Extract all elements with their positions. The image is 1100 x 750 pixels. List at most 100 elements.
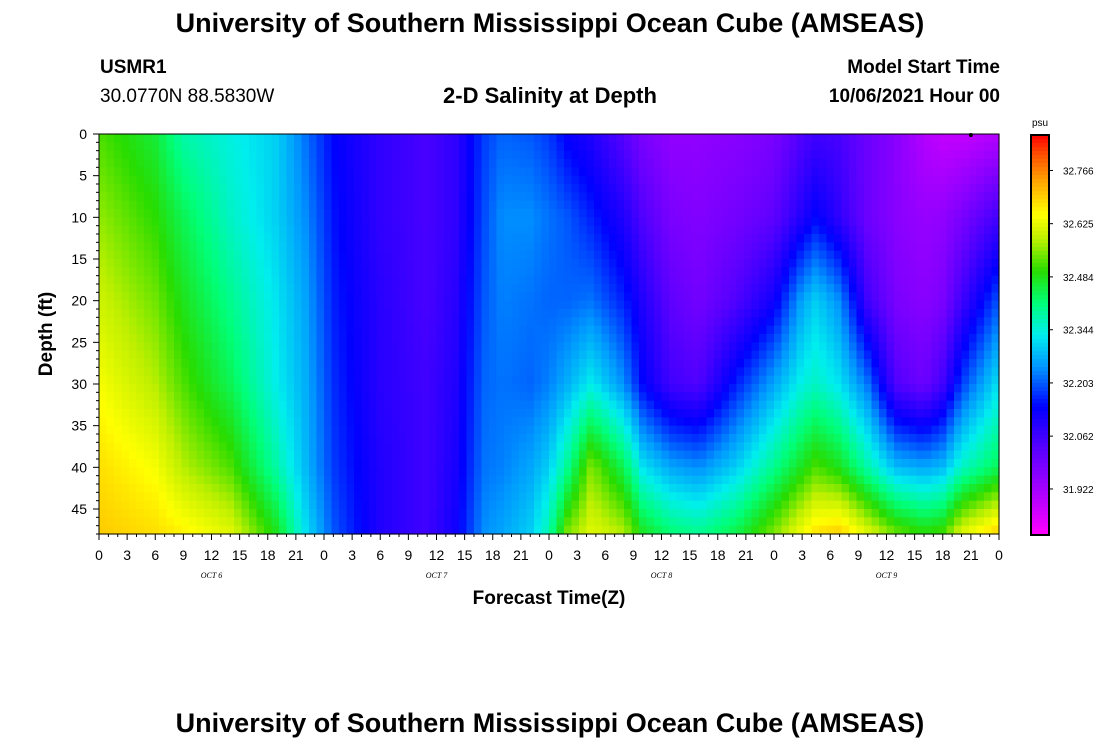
heatmap-cell — [181, 209, 190, 218]
heatmap-cell — [616, 209, 625, 218]
heatmap-cell — [391, 434, 400, 443]
heatmap-cell — [256, 175, 265, 185]
heatmap-cell — [99, 275, 108, 285]
heatmap-cell — [436, 300, 445, 310]
heatmap-cell — [429, 325, 438, 335]
heatmap-cell — [564, 350, 573, 360]
heatmap-cell — [361, 492, 370, 502]
heatmap-cell — [834, 450, 843, 460]
heatmap-cell — [601, 442, 610, 452]
heatmap-cell — [436, 492, 445, 502]
heatmap-cell — [541, 309, 550, 318]
heatmap-cell — [211, 325, 220, 335]
heatmap-cell — [369, 484, 378, 493]
heatmap-cell — [436, 200, 445, 210]
heatmap-cell — [489, 267, 498, 277]
heatmap-cell — [759, 400, 768, 410]
salinity-chart: 0 3 6 9 12 15 18 21 0 3 6 9 12 15 18 21 0 3 6 9 12 15 18 21 0 3 6 9… — [36, 118, 1094, 609]
heatmap-cell — [264, 242, 273, 252]
heatmap-cell — [834, 267, 843, 277]
heatmap-cell — [864, 184, 873, 193]
heatmap-cell — [504, 134, 513, 143]
heatmap-cell — [361, 275, 370, 285]
heatmap-cell — [699, 492, 708, 502]
heatmap-cell — [234, 392, 243, 402]
heatmap-cell — [564, 167, 573, 177]
heatmap-cell — [639, 375, 648, 385]
heatmap-cell — [631, 167, 640, 177]
heatmap-cell — [661, 292, 670, 302]
heatmap-cell — [159, 475, 168, 485]
heatmap-cell — [699, 442, 708, 452]
heatmap-cell — [586, 234, 595, 243]
heatmap-cell — [616, 267, 625, 277]
heatmap-cell — [159, 525, 168, 535]
heatmap-cell — [759, 492, 768, 502]
heatmap-cell — [459, 284, 468, 293]
heatmap-cell — [129, 375, 138, 385]
heatmap-cell — [871, 425, 880, 435]
heatmap-cell — [849, 317, 858, 327]
heatmap-cell — [324, 375, 333, 385]
heatmap-cell — [121, 342, 130, 352]
heatmap-cell — [736, 484, 745, 493]
heatmap-cell — [594, 209, 603, 218]
heatmap-cell — [219, 384, 228, 393]
heatmap-cell — [744, 400, 753, 410]
heatmap-cell — [466, 150, 475, 160]
heatmap-cell — [106, 484, 115, 493]
heatmap-cell — [129, 392, 138, 402]
heatmap-cell — [646, 525, 655, 535]
heatmap-cell — [226, 525, 235, 535]
heatmap-cell — [271, 200, 280, 210]
heatmap-cell — [286, 309, 295, 318]
heatmap-cell — [714, 167, 723, 177]
heatmap-cell — [684, 409, 693, 418]
heatmap-cell — [174, 275, 183, 285]
heatmap-cell — [759, 167, 768, 177]
heatmap-cell — [864, 442, 873, 452]
heatmap-cell — [489, 300, 498, 310]
heatmap-cell — [136, 175, 145, 185]
heatmap-cell — [256, 200, 265, 210]
heatmap-cell — [226, 242, 235, 252]
heatmap-cell — [841, 192, 850, 202]
heatmap-cell — [819, 359, 828, 368]
heatmap-cell — [856, 184, 865, 193]
heatmap-cell — [594, 500, 603, 510]
heatmap-cell — [676, 417, 685, 427]
heatmap-cell — [796, 450, 805, 460]
heatmap-cell — [436, 367, 445, 377]
heatmap-cell — [151, 142, 160, 152]
heatmap-cell — [166, 400, 175, 410]
heatmap-cell — [219, 425, 228, 435]
heatmap-cell — [226, 500, 235, 510]
heatmap-cell — [399, 150, 408, 160]
heatmap-cell — [826, 475, 835, 485]
heatmap-cell — [384, 384, 393, 393]
heatmap-cell — [271, 509, 280, 518]
heatmap-cell — [489, 134, 498, 143]
heatmap-cell — [331, 492, 340, 502]
heatmap-cell — [466, 517, 475, 527]
heatmap-cell — [286, 292, 295, 302]
heatmap-cell — [526, 359, 535, 368]
heatmap-cell — [121, 367, 130, 377]
heatmap-cell — [609, 525, 618, 535]
heatmap-cell — [609, 467, 618, 477]
heatmap-cell — [279, 134, 288, 143]
heatmap-cell — [384, 459, 393, 468]
heatmap-cell — [549, 509, 558, 518]
heatmap-cell — [669, 450, 678, 460]
heatmap-cell — [676, 475, 685, 485]
heatmap-cell — [234, 484, 243, 493]
heatmap-cell — [684, 309, 693, 318]
heatmap-cell — [556, 417, 565, 427]
heatmap-cell — [294, 359, 303, 368]
heatmap-cell — [346, 234, 355, 243]
heatmap-cell — [106, 417, 115, 427]
heatmap-cell — [249, 234, 258, 243]
heatmap-cell — [309, 334, 318, 343]
heatmap-cell — [609, 425, 618, 435]
heatmap-cell — [781, 242, 790, 252]
